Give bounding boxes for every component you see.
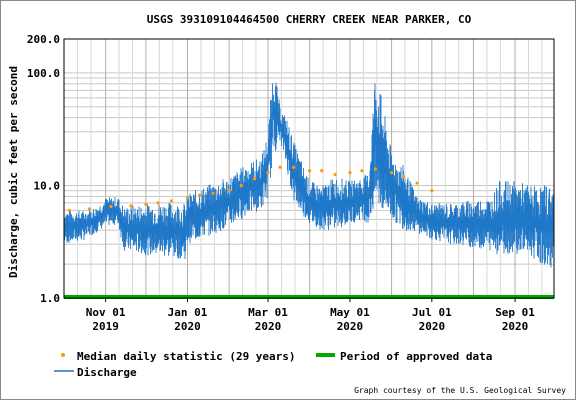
median-point xyxy=(144,202,148,206)
median-point xyxy=(320,169,324,173)
legend-median-marker xyxy=(61,353,65,357)
median-point xyxy=(87,207,92,211)
x-tick-label: Mar 01 xyxy=(248,306,288,319)
x-tick-label: May 01 xyxy=(330,306,370,319)
median-point xyxy=(197,193,202,197)
median-point xyxy=(266,171,270,175)
legend-approved-label: Period of approved data xyxy=(340,350,492,363)
y-ticks: 200.0 100.0 10.0 1.0 xyxy=(27,33,60,305)
legend-approved-marker xyxy=(316,353,335,357)
legend: Median daily statistic (29 years) Period… xyxy=(54,350,492,379)
median-point xyxy=(373,167,378,171)
y-axis-label: Discharge, cubic feet per second xyxy=(7,66,20,278)
x-tick-label: Sep 01 xyxy=(495,306,535,319)
median-point xyxy=(348,171,352,175)
median-point xyxy=(360,169,364,173)
legend-discharge-label: Discharge xyxy=(77,366,137,379)
x-tick-year-label: 2020 xyxy=(174,320,201,333)
median-point xyxy=(67,208,71,213)
median-point xyxy=(402,174,406,179)
y-tick-label: 10.0 xyxy=(34,179,61,192)
median-point xyxy=(156,201,160,205)
median-point xyxy=(169,199,173,203)
median-point xyxy=(185,195,190,200)
legend-median-label: Median daily statistic (29 years) xyxy=(77,350,296,363)
median-point xyxy=(430,188,434,193)
median-point xyxy=(109,204,113,209)
median-point xyxy=(291,165,296,169)
x-tick-year-label: 2020 xyxy=(255,320,282,333)
x-tick-year-label: 2020 xyxy=(419,320,446,333)
median-point xyxy=(227,188,231,193)
x-tick-label: Nov 01 xyxy=(86,306,126,319)
median-point xyxy=(389,171,394,175)
median-point xyxy=(278,165,282,169)
y-tick-label: 1.0 xyxy=(40,292,60,305)
median-point xyxy=(415,181,419,185)
median-point xyxy=(253,177,257,181)
x-tick-label: Jan 01 xyxy=(168,306,208,319)
median-point xyxy=(129,204,133,208)
median-point xyxy=(308,169,312,173)
plot-frame xyxy=(63,38,555,299)
median-point xyxy=(211,191,215,195)
credit-text: Graph courtesy of the U.S. Geological Su… xyxy=(354,386,566,395)
x-tick-year-label: 2020 xyxy=(502,320,529,333)
median-point xyxy=(333,172,337,177)
x-tick-year-label: 2019 xyxy=(92,320,119,333)
chart-title: USGS 393109104464500 CHERRY CREEK NEAR P… xyxy=(147,13,472,26)
approved-data-bar xyxy=(64,295,554,299)
x-tick-label: Jul 01 xyxy=(412,306,452,319)
x-tick-year-label: 2020 xyxy=(337,320,364,333)
y-tick-label: 100.0 xyxy=(27,67,60,80)
median-point xyxy=(239,183,243,188)
y-tick-label: 200.0 xyxy=(27,33,60,46)
